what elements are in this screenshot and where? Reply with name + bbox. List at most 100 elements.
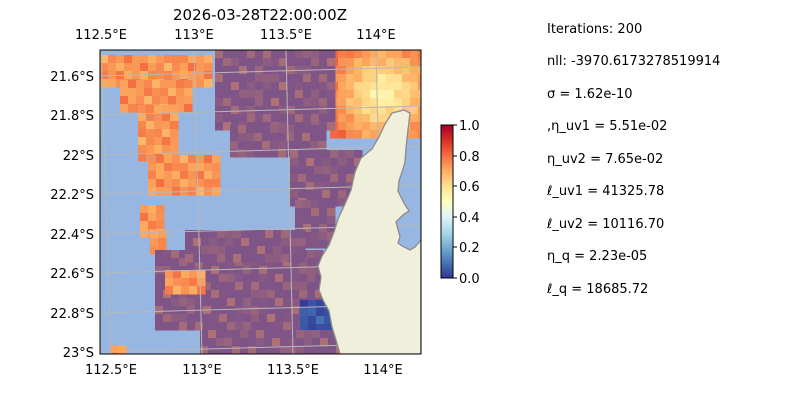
lat-label: 23°S [63, 346, 94, 361]
field-cell [255, 82, 264, 91]
field-cell [176, 96, 185, 105]
field-cell [235, 298, 244, 307]
meridian-line [285, 50, 294, 354]
field-cell [257, 238, 266, 247]
field-cell [176, 104, 185, 113]
field-cell [251, 314, 260, 323]
field-cell [251, 282, 260, 291]
field-cell [291, 314, 300, 323]
field-cell [219, 266, 228, 275]
field-cell [296, 330, 305, 339]
field-cell [362, 106, 371, 115]
field-cell [172, 55, 181, 64]
field-cell [280, 346, 289, 354]
field-cell [275, 290, 284, 299]
field-cell [204, 155, 213, 164]
field-cell [294, 133, 303, 142]
field-cell [354, 98, 363, 107]
field-cell [295, 82, 304, 91]
field-cell [188, 155, 197, 164]
field-cell [255, 90, 264, 99]
field-cell [328, 346, 337, 354]
field-cell [318, 125, 327, 134]
field-cell [254, 125, 263, 134]
field-cell [287, 50, 296, 59]
field-cell [378, 114, 387, 123]
field-cell [319, 232, 328, 241]
field-cell [319, 90, 328, 99]
field-cell [201, 238, 210, 247]
field-cell [193, 254, 202, 263]
field-cell [308, 324, 317, 333]
field-cell [386, 74, 395, 83]
field-cell [319, 98, 328, 107]
field-cell [314, 166, 323, 175]
field-cell [270, 149, 279, 158]
field-cell [201, 254, 210, 263]
field-cell [327, 216, 336, 225]
field-cell [346, 74, 355, 83]
lat-label: 22°S [63, 149, 94, 164]
field-cell [154, 105, 163, 114]
field-cell [370, 122, 379, 131]
field-cell [304, 346, 313, 354]
field-cell [259, 298, 268, 307]
meridian-line [193, 50, 203, 354]
field-cell [212, 187, 221, 196]
field-cell [196, 171, 205, 180]
field-cell [150, 230, 159, 239]
field-cell [303, 216, 312, 225]
field-cell [224, 330, 233, 339]
colorbar-tick: 0.8 [459, 150, 480, 165]
field-cell [212, 171, 221, 180]
field-cell [160, 88, 169, 97]
field-cell [327, 106, 336, 115]
field-cell [235, 290, 244, 299]
field-cell [319, 240, 328, 249]
field-cell [233, 238, 242, 247]
field-cell [275, 306, 284, 315]
field-cell [181, 286, 190, 295]
field-cell [319, 66, 328, 75]
field-cell [300, 300, 309, 309]
colorbar-gradient [440, 124, 454, 279]
field-cell [160, 96, 169, 105]
field-cell [144, 96, 153, 105]
field-cell [247, 58, 256, 67]
field-cell [154, 121, 163, 130]
field-cell [370, 130, 379, 139]
field-cell [155, 290, 164, 299]
field-cell [215, 82, 224, 91]
field-cell [120, 104, 129, 113]
field-cell [173, 286, 182, 295]
field-cell [263, 58, 272, 67]
field-cell [327, 50, 336, 59]
field-cell [378, 122, 387, 131]
field-cell [303, 114, 312, 123]
field-cell [312, 346, 321, 354]
field-cell [278, 133, 287, 142]
field-cell [209, 246, 218, 255]
field-cell [136, 96, 145, 105]
field-cell [247, 98, 256, 107]
field-cell [299, 290, 308, 299]
field-cell [259, 274, 268, 283]
field-cell [265, 230, 274, 239]
field-cell [262, 141, 271, 150]
field-cell [227, 266, 236, 275]
field-cell [283, 282, 292, 291]
field-cell [314, 190, 323, 199]
field-cell [163, 314, 172, 323]
field-cell [296, 346, 305, 354]
field-cell [204, 179, 213, 188]
field-cell [316, 324, 325, 333]
lon-label-bottom: 113°E [182, 363, 222, 378]
field-cell [378, 98, 387, 107]
field-cell [303, 106, 312, 115]
field-cell [346, 130, 355, 139]
field-cell [378, 66, 387, 75]
field-cell [215, 90, 224, 99]
field-cell [338, 182, 347, 191]
field-cell [146, 121, 155, 130]
field-cell [239, 114, 248, 123]
